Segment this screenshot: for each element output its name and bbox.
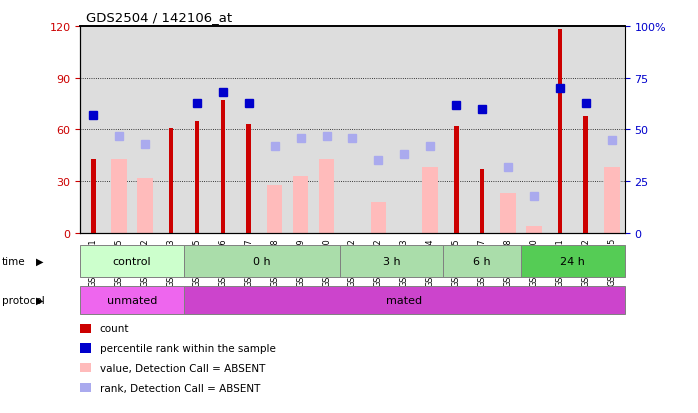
- Text: GDS2504 / 142106_at: GDS2504 / 142106_at: [86, 11, 232, 24]
- Bar: [417, 27, 443, 234]
- Bar: [521, 245, 625, 277]
- Text: GSM112971: GSM112971: [556, 237, 565, 286]
- Text: GSM112947: GSM112947: [244, 237, 253, 286]
- Bar: [604, 168, 620, 233]
- Bar: [443, 27, 469, 234]
- Bar: [495, 27, 521, 234]
- Bar: [392, 27, 417, 234]
- Bar: [371, 202, 386, 233]
- Bar: [319, 159, 334, 233]
- Bar: [366, 27, 392, 234]
- Text: rank, Detection Call = ABSENT: rank, Detection Call = ABSENT: [100, 383, 260, 393]
- Text: GSM113345: GSM113345: [607, 237, 616, 286]
- Text: GSM112942: GSM112942: [140, 237, 149, 286]
- Bar: [80, 245, 184, 277]
- Text: ▶: ▶: [36, 256, 44, 266]
- Bar: [132, 27, 158, 234]
- Bar: [91, 159, 96, 233]
- Text: value, Detection Call = ABSENT: value, Detection Call = ABSENT: [100, 363, 265, 373]
- Text: time: time: [2, 256, 26, 266]
- Bar: [184, 287, 625, 314]
- Bar: [169, 128, 173, 233]
- Bar: [584, 116, 588, 233]
- Text: GSM112967: GSM112967: [477, 237, 487, 286]
- Bar: [236, 27, 262, 234]
- Bar: [339, 27, 366, 234]
- Bar: [558, 30, 562, 233]
- Text: GSM112943: GSM112943: [167, 237, 175, 286]
- Bar: [158, 27, 184, 234]
- Bar: [526, 226, 542, 233]
- Bar: [288, 27, 313, 234]
- Text: GSM112963: GSM112963: [400, 237, 409, 286]
- Text: 24 h: 24 h: [560, 256, 586, 266]
- Text: 6 h: 6 h: [473, 256, 491, 266]
- Text: percentile rank within the sample: percentile rank within the sample: [100, 343, 276, 353]
- Text: 0 h: 0 h: [253, 256, 271, 266]
- Bar: [469, 27, 495, 234]
- Bar: [184, 27, 210, 234]
- Bar: [521, 27, 547, 234]
- Text: control: control: [113, 256, 151, 266]
- Text: GSM112950: GSM112950: [322, 237, 331, 286]
- Bar: [443, 245, 521, 277]
- Text: 3 h: 3 h: [383, 256, 400, 266]
- Text: protocol: protocol: [2, 295, 45, 306]
- Text: GSM112948: GSM112948: [270, 237, 279, 286]
- Text: GSM112946: GSM112946: [218, 237, 228, 286]
- Text: count: count: [100, 323, 129, 333]
- Text: mated: mated: [386, 295, 422, 306]
- Bar: [422, 168, 438, 233]
- Text: GSM112970: GSM112970: [530, 237, 538, 286]
- Text: GSM112964: GSM112964: [426, 237, 435, 286]
- Bar: [547, 27, 573, 234]
- Text: GSM112935: GSM112935: [114, 237, 124, 286]
- Bar: [500, 194, 516, 233]
- Text: GSM112968: GSM112968: [503, 237, 512, 286]
- Text: GSM112965: GSM112965: [452, 237, 461, 286]
- Bar: [184, 245, 339, 277]
- Bar: [221, 101, 225, 233]
- Text: GSM112931: GSM112931: [89, 237, 98, 286]
- Bar: [313, 27, 339, 234]
- Bar: [106, 27, 132, 234]
- Text: GSM112972: GSM112972: [581, 237, 591, 286]
- Text: ▶: ▶: [36, 295, 44, 306]
- Text: GSM112945: GSM112945: [193, 237, 202, 286]
- Bar: [80, 27, 106, 234]
- Text: GSM112952: GSM112952: [348, 237, 357, 286]
- Bar: [480, 170, 484, 233]
- Bar: [246, 125, 251, 233]
- Bar: [339, 245, 443, 277]
- Bar: [267, 185, 283, 233]
- Bar: [138, 178, 153, 233]
- Bar: [293, 177, 309, 233]
- Bar: [262, 27, 288, 234]
- Text: unmated: unmated: [107, 295, 157, 306]
- Bar: [195, 121, 199, 233]
- Text: GSM112962: GSM112962: [374, 237, 383, 286]
- Bar: [112, 159, 127, 233]
- Text: GSM112949: GSM112949: [296, 237, 305, 286]
- Bar: [80, 287, 184, 314]
- Bar: [599, 27, 625, 234]
- Bar: [573, 27, 599, 234]
- Bar: [210, 27, 236, 234]
- Bar: [454, 127, 459, 233]
